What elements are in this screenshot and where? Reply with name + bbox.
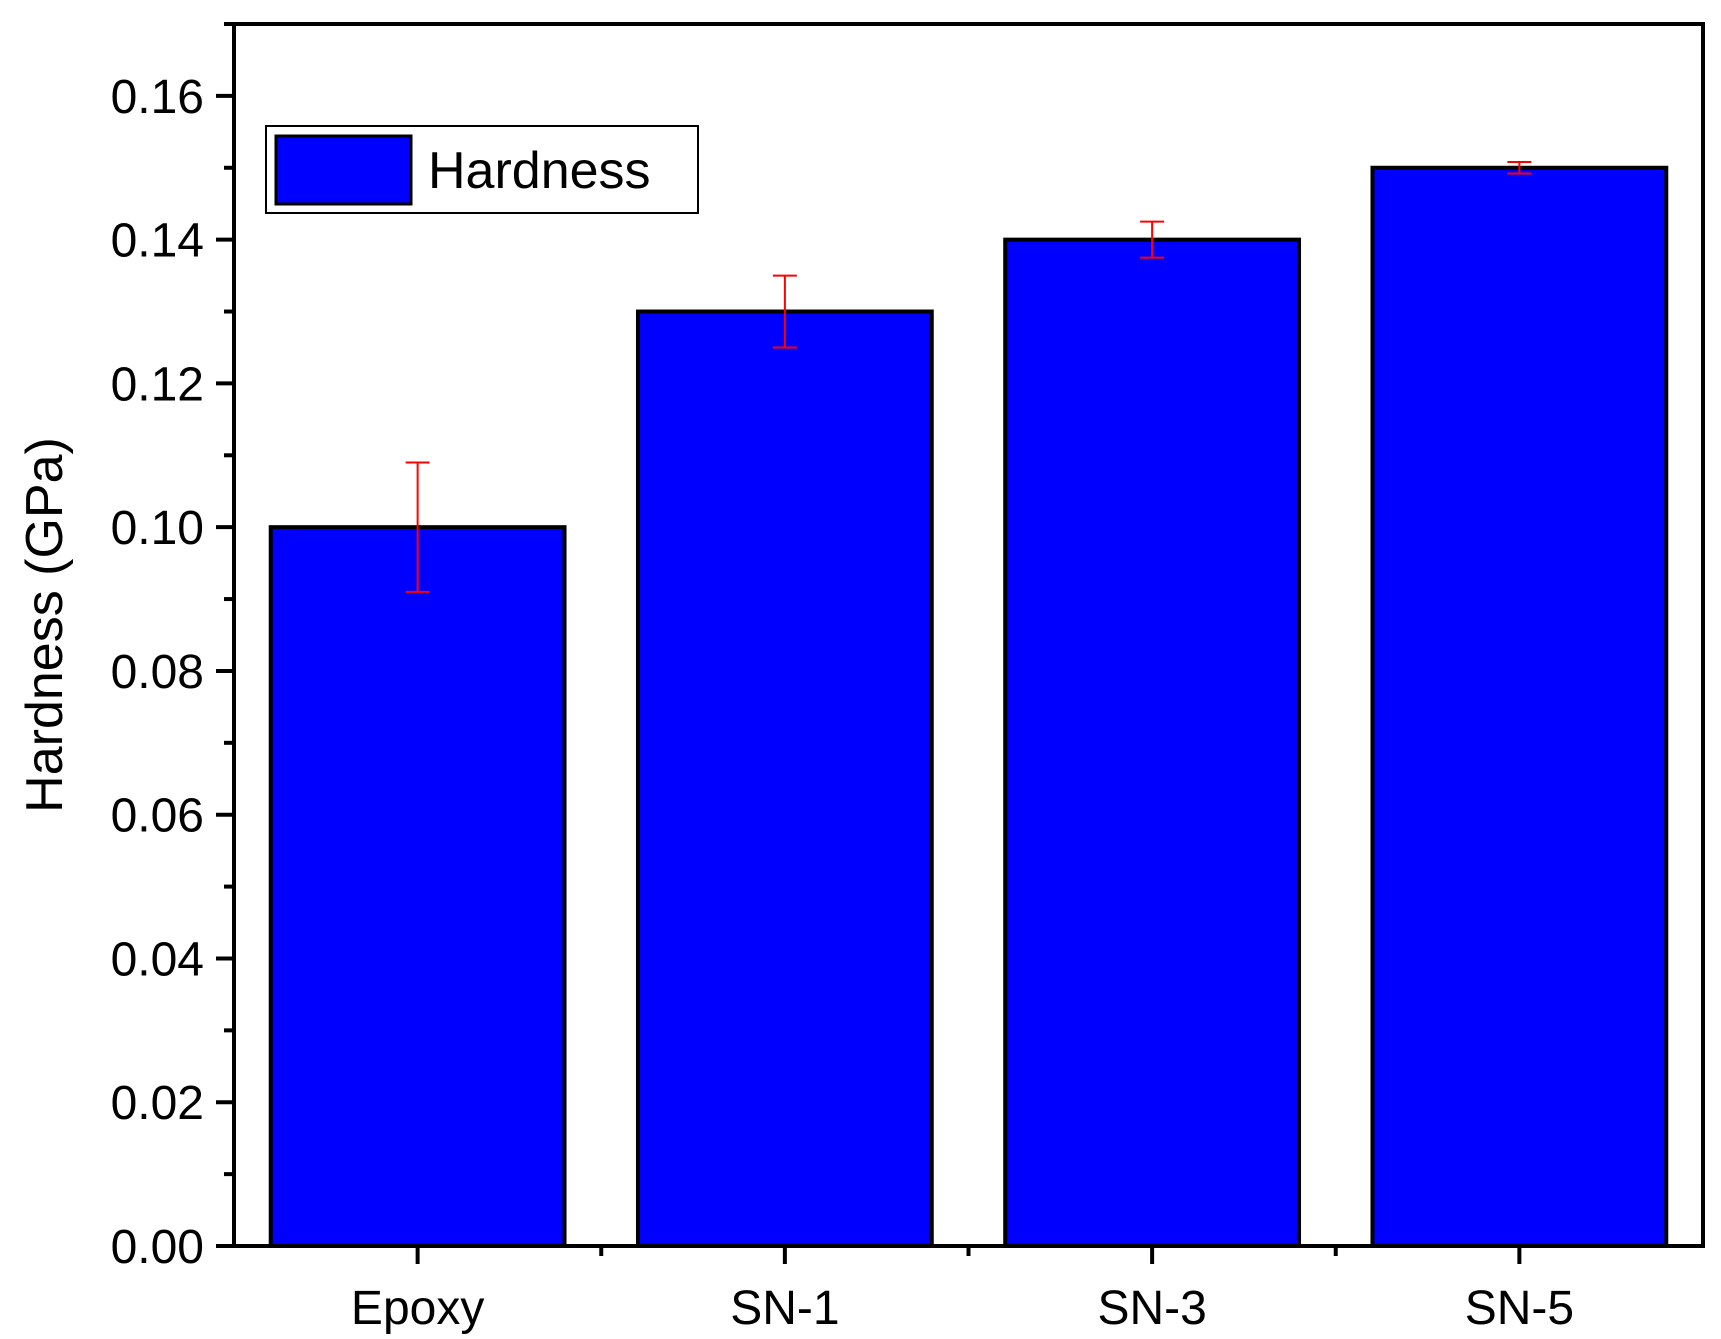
y-tick-label: 0.08 — [111, 646, 204, 699]
y-axis-label: Hardness (GPa) — [16, 437, 74, 813]
x-tick-label: Epoxy — [351, 1282, 484, 1335]
legend-label: Hardness — [428, 142, 651, 200]
y-tick-label: 0.02 — [111, 1077, 204, 1130]
x-tick-label: SN-1 — [730, 1282, 839, 1335]
y-tick-label: 0.06 — [111, 790, 204, 843]
y-tick-label: 0.04 — [111, 933, 204, 986]
bar-epoxy — [268, 525, 567, 1248]
legend-swatch — [274, 134, 413, 206]
bar-sn-5 — [1370, 165, 1669, 1249]
y-tick-label: 0.00 — [111, 1221, 204, 1274]
bar-sn-1 — [635, 309, 934, 1248]
bars — [268, 165, 1669, 1249]
x-tick-label: SN-5 — [1465, 1282, 1574, 1335]
error-bars — [405, 161, 1532, 593]
y-tick-label: 0.10 — [111, 502, 204, 555]
x-tick-label: SN-3 — [1097, 1282, 1206, 1335]
plot-frame — [232, 22, 1705, 1248]
y-tick-label: 0.14 — [111, 215, 204, 268]
legend: Hardness — [265, 125, 699, 214]
x-axis-ticks: Epoxy SN-1 SN-3 SN-5 — [351, 1246, 1574, 1335]
y-tick-label: 0.12 — [111, 358, 204, 411]
y-axis-ticks: 0.00 0.02 0.04 0.06 0.08 0.10 0.12 0.14 0.16 — [111, 22, 234, 1274]
y-tick-label: 0.16 — [111, 71, 204, 124]
bar-sn-3 — [1003, 237, 1302, 1249]
